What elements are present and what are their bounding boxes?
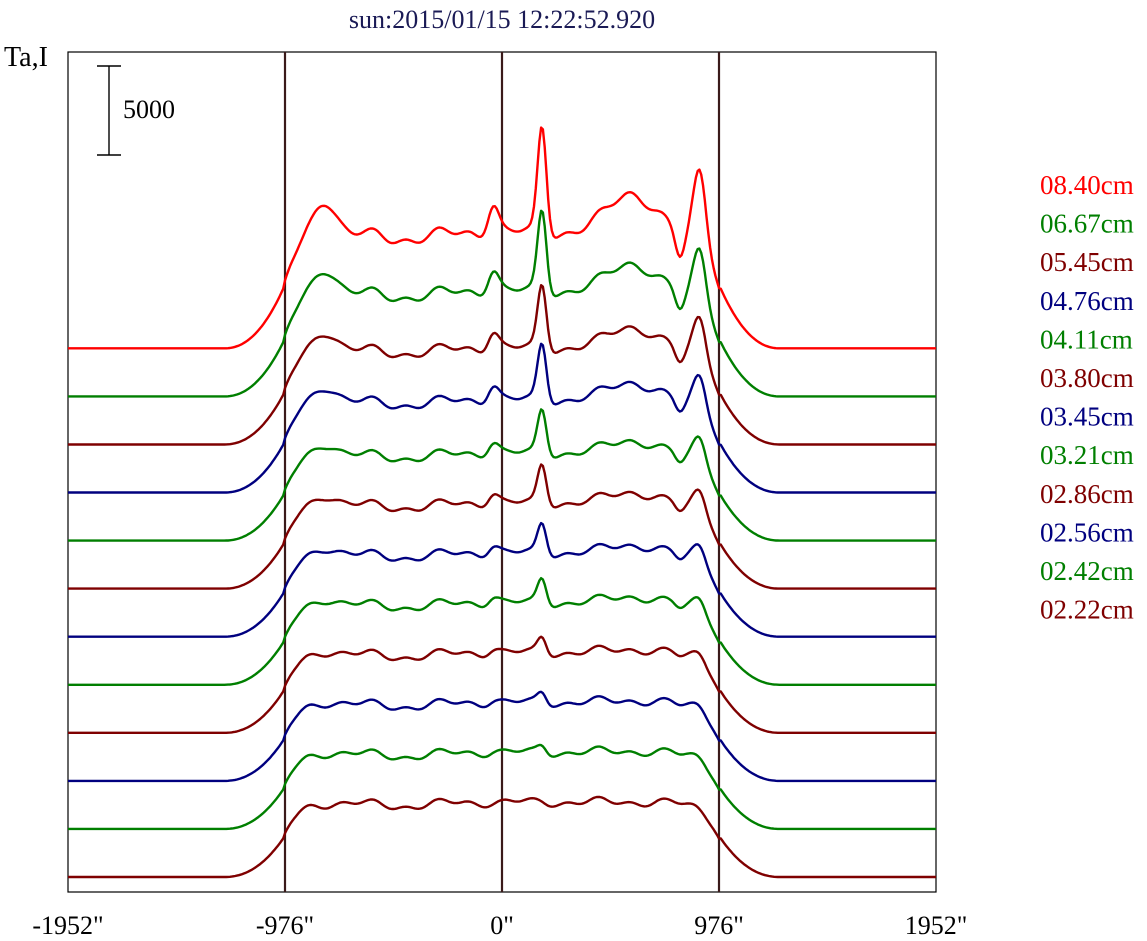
scale-bar: 5000 xyxy=(97,65,175,156)
series-lines xyxy=(68,126,936,879)
x-tick-label-3: 976" xyxy=(694,911,744,940)
legend-item-04.11cm: 04.11cm xyxy=(1040,324,1133,354)
series-line-03.21cm xyxy=(68,577,936,686)
legend-item-02.22cm: 02.22cm xyxy=(1040,595,1134,625)
legend-item-05.45cm: 05.45cm xyxy=(1040,247,1134,277)
x-tick-label-2: 0" xyxy=(490,911,514,940)
legend-item-02.56cm: 02.56cm xyxy=(1040,517,1134,547)
legend-item-03.80cm: 03.80cm xyxy=(1040,363,1134,393)
y-axis-label: Ta,I xyxy=(4,42,48,73)
series-line-02.42cm xyxy=(68,743,936,831)
x-tick-label-4: 1952" xyxy=(905,911,968,940)
x-tick-labels: -1952" -976" 0" 976" 1952" xyxy=(32,911,967,940)
series-line-08.40cm xyxy=(68,126,936,350)
legend-item-02.86cm: 02.86cm xyxy=(1040,479,1134,509)
series-line-06.67cm xyxy=(68,209,936,398)
chart-title: sun:2015/01/15 12:22:52.920 xyxy=(349,5,655,34)
legend-item-04.76cm: 04.76cm xyxy=(1040,286,1134,316)
scale-bar-label: 5000 xyxy=(123,95,175,124)
series-line-05.45cm xyxy=(68,284,936,446)
vertical-markers xyxy=(283,52,721,892)
series-line-02.86cm xyxy=(68,635,936,734)
series-line-03.45cm xyxy=(68,521,936,638)
series-line-04.76cm xyxy=(68,342,936,494)
x-tick-label-0: -1952" xyxy=(32,911,103,940)
legend-item-02.42cm: 02.42cm xyxy=(1040,556,1134,586)
x-tick-label-1: -976" xyxy=(256,911,314,940)
series-line-03.80cm xyxy=(68,463,936,590)
series-line-02.22cm xyxy=(68,795,936,879)
legend-item-06.67cm: 06.67cm xyxy=(1040,209,1134,239)
series-line-02.56cm xyxy=(68,690,936,783)
legend-item-03.45cm: 03.45cm xyxy=(1040,402,1134,432)
series-line-04.11cm xyxy=(68,408,936,542)
legend-item-08.40cm: 08.40cm xyxy=(1040,170,1134,200)
legend: 08.40cm 06.67cm 05.45cm 04.76cm 04.11cm 03.80… xyxy=(1040,170,1134,625)
legend-item-03.21cm: 03.21cm xyxy=(1040,440,1134,470)
